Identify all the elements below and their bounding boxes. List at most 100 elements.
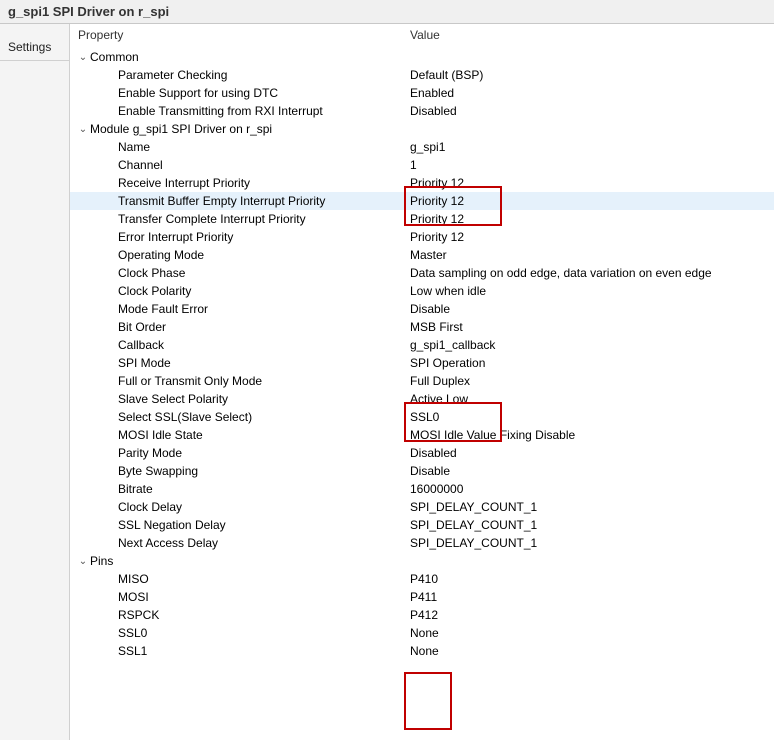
property-name: Full or Transmit Only Mode [70, 374, 406, 388]
property-name: Callback [70, 338, 406, 352]
property-row[interactable]: Operating ModeMaster [70, 246, 774, 264]
property-value[interactable]: Enabled [406, 86, 774, 100]
property-grid: Property Value ⌄ Common Parameter Checki… [70, 24, 774, 740]
property-name: Enable Transmitting from RXI Interrupt [70, 104, 406, 118]
property-row[interactable]: Nameg_spi1 [70, 138, 774, 156]
property-value[interactable]: g_spi1 [406, 140, 774, 154]
property-name: Transfer Complete Interrupt Priority [70, 212, 406, 226]
chevron-down-icon: ⌄ [78, 124, 88, 135]
property-row[interactable]: Callbackg_spi1_callback [70, 336, 774, 354]
property-value[interactable]: Full Duplex [406, 374, 774, 388]
property-name: Parity Mode [70, 446, 406, 460]
window-title: g_spi1 SPI Driver on r_spi [0, 0, 774, 24]
property-row[interactable]: Slave Select PolarityActive Low [70, 390, 774, 408]
property-value[interactable]: P410 [406, 572, 774, 586]
property-value[interactable]: Disable [406, 302, 774, 316]
property-row[interactable]: Full or Transmit Only ModeFull Duplex [70, 372, 774, 390]
property-row[interactable]: Select SSL(Slave Select)SSL0 [70, 408, 774, 426]
property-value[interactable]: g_spi1_callback [406, 338, 774, 352]
property-name: Select SSL(Slave Select) [70, 410, 406, 424]
property-name: Byte Swapping [70, 464, 406, 478]
property-value[interactable]: 1 [406, 158, 774, 172]
property-row[interactable]: Clock DelaySPI_DELAY_COUNT_1 [70, 498, 774, 516]
property-name: Transmit Buffer Empty Interrupt Priority [70, 194, 406, 208]
property-row[interactable]: Enable Support for using DTCEnabled [70, 84, 774, 102]
property-row[interactable]: Parameter CheckingDefault (BSP) [70, 66, 774, 84]
property-row[interactable]: Error Interrupt PriorityPriority 12 [70, 228, 774, 246]
property-value[interactable]: Priority 12 [406, 194, 774, 208]
property-row[interactable]: MISOP410 [70, 570, 774, 588]
property-name: MOSI [70, 590, 406, 604]
property-value[interactable]: MSB First [406, 320, 774, 334]
group-label: Common [90, 50, 139, 64]
property-name: Bit Order [70, 320, 406, 334]
property-row[interactable]: Clock PhaseData sampling on odd edge, da… [70, 264, 774, 282]
property-name: Bitrate [70, 482, 406, 496]
group-pins[interactable]: ⌄ Pins [70, 552, 774, 570]
property-row[interactable]: Receive Interrupt PriorityPriority 12 [70, 174, 774, 192]
property-row[interactable]: Transmit Buffer Empty Interrupt Priority… [70, 192, 774, 210]
property-row[interactable]: MOSI Idle StateMOSI Idle Value Fixing Di… [70, 426, 774, 444]
property-row[interactable]: MOSIP411 [70, 588, 774, 606]
property-name: Slave Select Polarity [70, 392, 406, 406]
group-label: Module g_spi1 SPI Driver on r_spi [90, 122, 272, 136]
property-row[interactable]: Enable Transmitting from RXI InterruptDi… [70, 102, 774, 120]
property-value[interactable]: Priority 12 [406, 212, 774, 226]
tab-settings[interactable]: Settings [0, 34, 69, 61]
property-row[interactable]: Parity ModeDisabled [70, 444, 774, 462]
property-value[interactable]: Priority 12 [406, 176, 774, 190]
property-row[interactable]: Mode Fault ErrorDisable [70, 300, 774, 318]
property-name: Parameter Checking [70, 68, 406, 82]
property-value[interactable]: SSL0 [406, 410, 774, 424]
group-common[interactable]: ⌄ Common [70, 48, 774, 66]
property-name: Channel [70, 158, 406, 172]
property-value[interactable]: Low when idle [406, 284, 774, 298]
property-value[interactable]: Active Low [406, 392, 774, 406]
property-name: Receive Interrupt Priority [70, 176, 406, 190]
property-value[interactable]: SPI_DELAY_COUNT_1 [406, 500, 774, 514]
main-panel: Settings Property Value ⌄ Common Paramet… [0, 24, 774, 740]
chevron-down-icon: ⌄ [78, 556, 88, 567]
property-row[interactable]: SPI ModeSPI Operation [70, 354, 774, 372]
property-value[interactable]: SPI Operation [406, 356, 774, 370]
group-label: Pins [90, 554, 113, 568]
property-value[interactable]: Disabled [406, 446, 774, 460]
property-value[interactable]: None [406, 644, 774, 658]
property-name: SSL Negation Delay [70, 518, 406, 532]
property-row[interactable]: Clock PolarityLow when idle [70, 282, 774, 300]
property-name: MOSI Idle State [70, 428, 406, 442]
property-name: Next Access Delay [70, 536, 406, 550]
property-name: Clock Phase [70, 266, 406, 280]
property-row[interactable]: RSPCKP412 [70, 606, 774, 624]
property-row[interactable]: SSL0None [70, 624, 774, 642]
property-row[interactable]: Transfer Complete Interrupt PriorityPrio… [70, 210, 774, 228]
property-row[interactable]: SSL1None [70, 642, 774, 660]
property-row[interactable]: Byte SwappingDisable [70, 462, 774, 480]
property-value[interactable]: P412 [406, 608, 774, 622]
property-row[interactable]: Next Access DelaySPI_DELAY_COUNT_1 [70, 534, 774, 552]
property-value[interactable]: SPI_DELAY_COUNT_1 [406, 536, 774, 550]
header-value: Value [406, 28, 774, 42]
property-row[interactable]: SSL Negation DelaySPI_DELAY_COUNT_1 [70, 516, 774, 534]
header-property: Property [70, 28, 406, 42]
property-value[interactable]: Disabled [406, 104, 774, 118]
property-name: Mode Fault Error [70, 302, 406, 316]
property-name: Error Interrupt Priority [70, 230, 406, 244]
property-name: SSL1 [70, 644, 406, 658]
property-value[interactable]: P411 [406, 590, 774, 604]
property-value[interactable]: Master [406, 248, 774, 262]
property-value[interactable]: Priority 12 [406, 230, 774, 244]
property-value[interactable]: MOSI Idle Value Fixing Disable [406, 428, 774, 442]
property-name: Clock Delay [70, 500, 406, 514]
property-value[interactable]: Disable [406, 464, 774, 478]
property-value[interactable]: None [406, 626, 774, 640]
property-row[interactable]: Channel1 [70, 156, 774, 174]
property-name: Clock Polarity [70, 284, 406, 298]
property-value[interactable]: 16000000 [406, 482, 774, 496]
property-row[interactable]: Bitrate16000000 [70, 480, 774, 498]
property-row[interactable]: Bit OrderMSB First [70, 318, 774, 336]
group-module[interactable]: ⌄ Module g_spi1 SPI Driver on r_spi [70, 120, 774, 138]
property-value[interactable]: Data sampling on odd edge, data variatio… [406, 266, 774, 280]
property-value[interactable]: Default (BSP) [406, 68, 774, 82]
property-value[interactable]: SPI_DELAY_COUNT_1 [406, 518, 774, 532]
